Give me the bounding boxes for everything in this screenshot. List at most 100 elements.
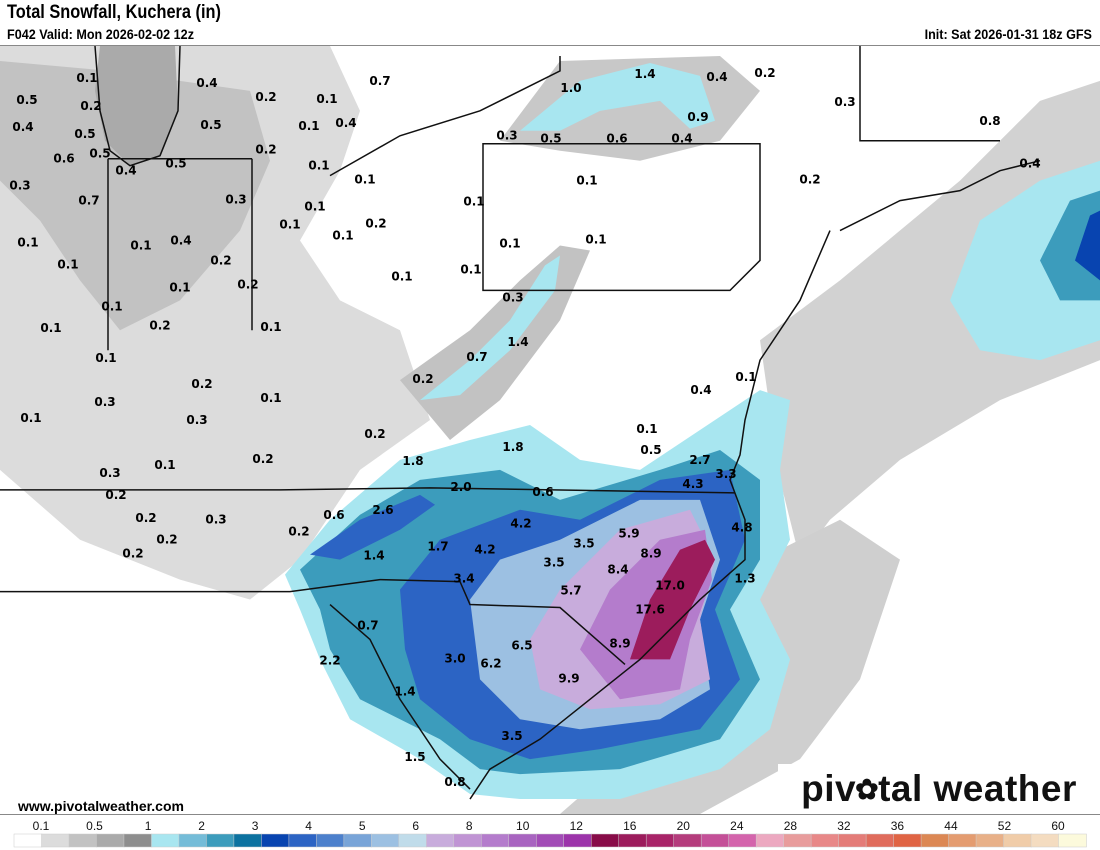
coastline-new-england (839, 159, 1041, 232)
colorbar-tick-label: 28 (784, 819, 798, 833)
colorbar-legend: 0.1 0.5 1 2 3 4 5 6 8 10 12 16 20 24 28 32 36 44 52 60 (13, 819, 1087, 848)
snowfall-value-label: 0.2 (237, 277, 258, 291)
colorbar-swatch (123, 833, 153, 848)
snowfall-value-label: 1.5 (404, 750, 425, 764)
snowfall-value-label: 17.0 (655, 579, 685, 593)
snowfall-value-label: 0.2 (255, 143, 276, 157)
snowfall-value-label: 0.3 (496, 129, 517, 143)
snowfall-value-label: 0.6 (323, 508, 344, 522)
snowfall-value-label: 0.1 (735, 370, 756, 384)
colorbar-swatch (1030, 833, 1060, 848)
state-line-sc-nc (0, 578, 626, 665)
snowfall-value-label: 0.2 (122, 547, 143, 561)
coastline-east (469, 230, 831, 800)
snowfall-value-label: 0.2 (210, 253, 231, 267)
snowfall-value-label: 0.1 (298, 119, 319, 133)
colorbar-tick-label: 52 (998, 819, 1012, 833)
colorbar-swatch (481, 833, 510, 848)
blue-mountain-band (310, 494, 435, 560)
snowfall-value-label: 0.4 (671, 132, 692, 146)
colorbar-tick-label: 12 (570, 819, 584, 833)
snowfall-value-label: 0.7 (357, 618, 378, 632)
snowfall-value-label: 0.2 (105, 488, 126, 502)
colorbar-swatch (233, 833, 263, 848)
snowfall-value-label: 0.5 (200, 118, 221, 132)
colorbar-swatch (261, 833, 290, 848)
snowfall-value-label: 0.1 (463, 195, 484, 209)
snowfall-value-label: 6.2 (480, 656, 501, 670)
colorbar-tick-label: 60 (1051, 819, 1065, 833)
snowfall-value-label: 0.2 (156, 533, 177, 547)
colorbar-swatch (453, 833, 483, 848)
colorbar-swatch (41, 833, 70, 848)
colorbar-swatch (343, 833, 373, 848)
colorbar-tick-label: 8 (466, 819, 473, 833)
snowfall-value-label: 0.8 (444, 775, 465, 789)
snowfall-value-label: 0.1 (130, 238, 151, 252)
snowfall-value-label: 0.2 (191, 377, 212, 391)
snowfall-value-label: 8.9 (609, 636, 630, 650)
colorbar-swatch (371, 833, 400, 848)
snowfall-value-label: 0.2 (255, 90, 276, 104)
snowfall-value-label: 1.4 (507, 335, 528, 349)
colorbar-swatch (728, 833, 757, 848)
snowfall-value-label: 0.7 (369, 74, 390, 88)
colorbar-tick-label: 2 (198, 819, 205, 833)
snowfall-value-label: 0.7 (466, 350, 487, 364)
snowfall-value-label: 3.5 (573, 537, 594, 551)
snowfall-value-label: 0.4 (1019, 157, 1040, 171)
snowfall-value-label: 1.0 (560, 81, 581, 95)
snowfall-value-label: 1.4 (634, 67, 655, 81)
snowfall-value-label: 0.3 (205, 513, 226, 527)
colorbar-swatch (508, 833, 538, 848)
colorbar-swatch (1003, 833, 1032, 848)
snowfall-value-label: 0.5 (16, 93, 37, 107)
snowfall-value-label: 0.2 (149, 318, 170, 332)
snowfall-value-label: 6.5 (511, 638, 532, 652)
snowfall-value-label: 17.6 (635, 603, 665, 617)
snowfall-value-label: 0.1 (304, 200, 325, 214)
boundaries (0, 46, 1041, 800)
snowfall-map: 0.1 0.5 0.2 0.4 0.5 0.6 0.5 0.4 0.3 0.7 0.1 0.1 0.1 0… (0, 45, 1100, 815)
snowfall-value-label: 0.1 (499, 236, 520, 250)
state-line-ny-ne (859, 46, 1000, 142)
snowfall-value-label: 0.2 (80, 99, 101, 113)
colorbar-swatch (151, 833, 180, 848)
cyan-northeast-offshore (950, 160, 1100, 361)
colorbar-swatch (426, 833, 455, 848)
coastline-lake-michigan (94, 46, 181, 167)
colorbar-swatch (68, 833, 98, 848)
map-title: Total Snowfall, Kuchera (in) (7, 2, 221, 23)
colorbar-tick-label: 10 (516, 819, 530, 833)
snowfall-value-label: 5.7 (560, 584, 581, 598)
snowfall-value-label: 0.6 (53, 152, 74, 166)
colorbar-swatch (810, 833, 840, 848)
snowfall-value-label: 4.3 (682, 477, 703, 491)
lake-michigan-gray (95, 46, 178, 166)
snowfall-value-label: 2.7 (689, 453, 710, 467)
snowfall-value-label: 4.2 (474, 543, 495, 557)
snowfall-value-label: 1.8 (502, 440, 523, 454)
shading-snow (285, 62, 1100, 800)
colorbar-tick-label: 16 (623, 819, 637, 833)
colorbar-tick-label: 0.1 (33, 819, 50, 833)
snowfall-value-label: 0.1 (460, 262, 481, 276)
snowfall-value-label: 0.4 (170, 233, 191, 247)
pivotal-weather-logo: piv ✿ tal weather (778, 764, 1100, 814)
snowfall-value-label: 3.5 (543, 556, 564, 570)
colorbar-swatch (536, 833, 565, 848)
colorbar-swatch (13, 833, 43, 848)
snowfall-value-label: 0.9 (687, 110, 708, 124)
website-url[interactable]: www.pivotalweather.com (15, 798, 187, 814)
snowfall-value-label: 0.4 (335, 116, 356, 130)
colorbar-tick-label: 6 (412, 819, 419, 833)
colorbar-swatch (783, 833, 812, 848)
snowfall-value-label: 2.2 (319, 653, 340, 667)
snowfall-value-label: 0.5 (540, 132, 561, 146)
snowfall-value-label: 3.0 (444, 651, 465, 665)
snowfall-value-label: 0.2 (252, 452, 273, 466)
colorbar-swatch (975, 833, 1005, 848)
snowfall-value-label: 0.8 (979, 114, 1000, 128)
snowfall-value-label: 0.5 (165, 157, 186, 171)
init-time: Init: Sat 2026-01-31 18z GFS (924, 26, 1092, 42)
